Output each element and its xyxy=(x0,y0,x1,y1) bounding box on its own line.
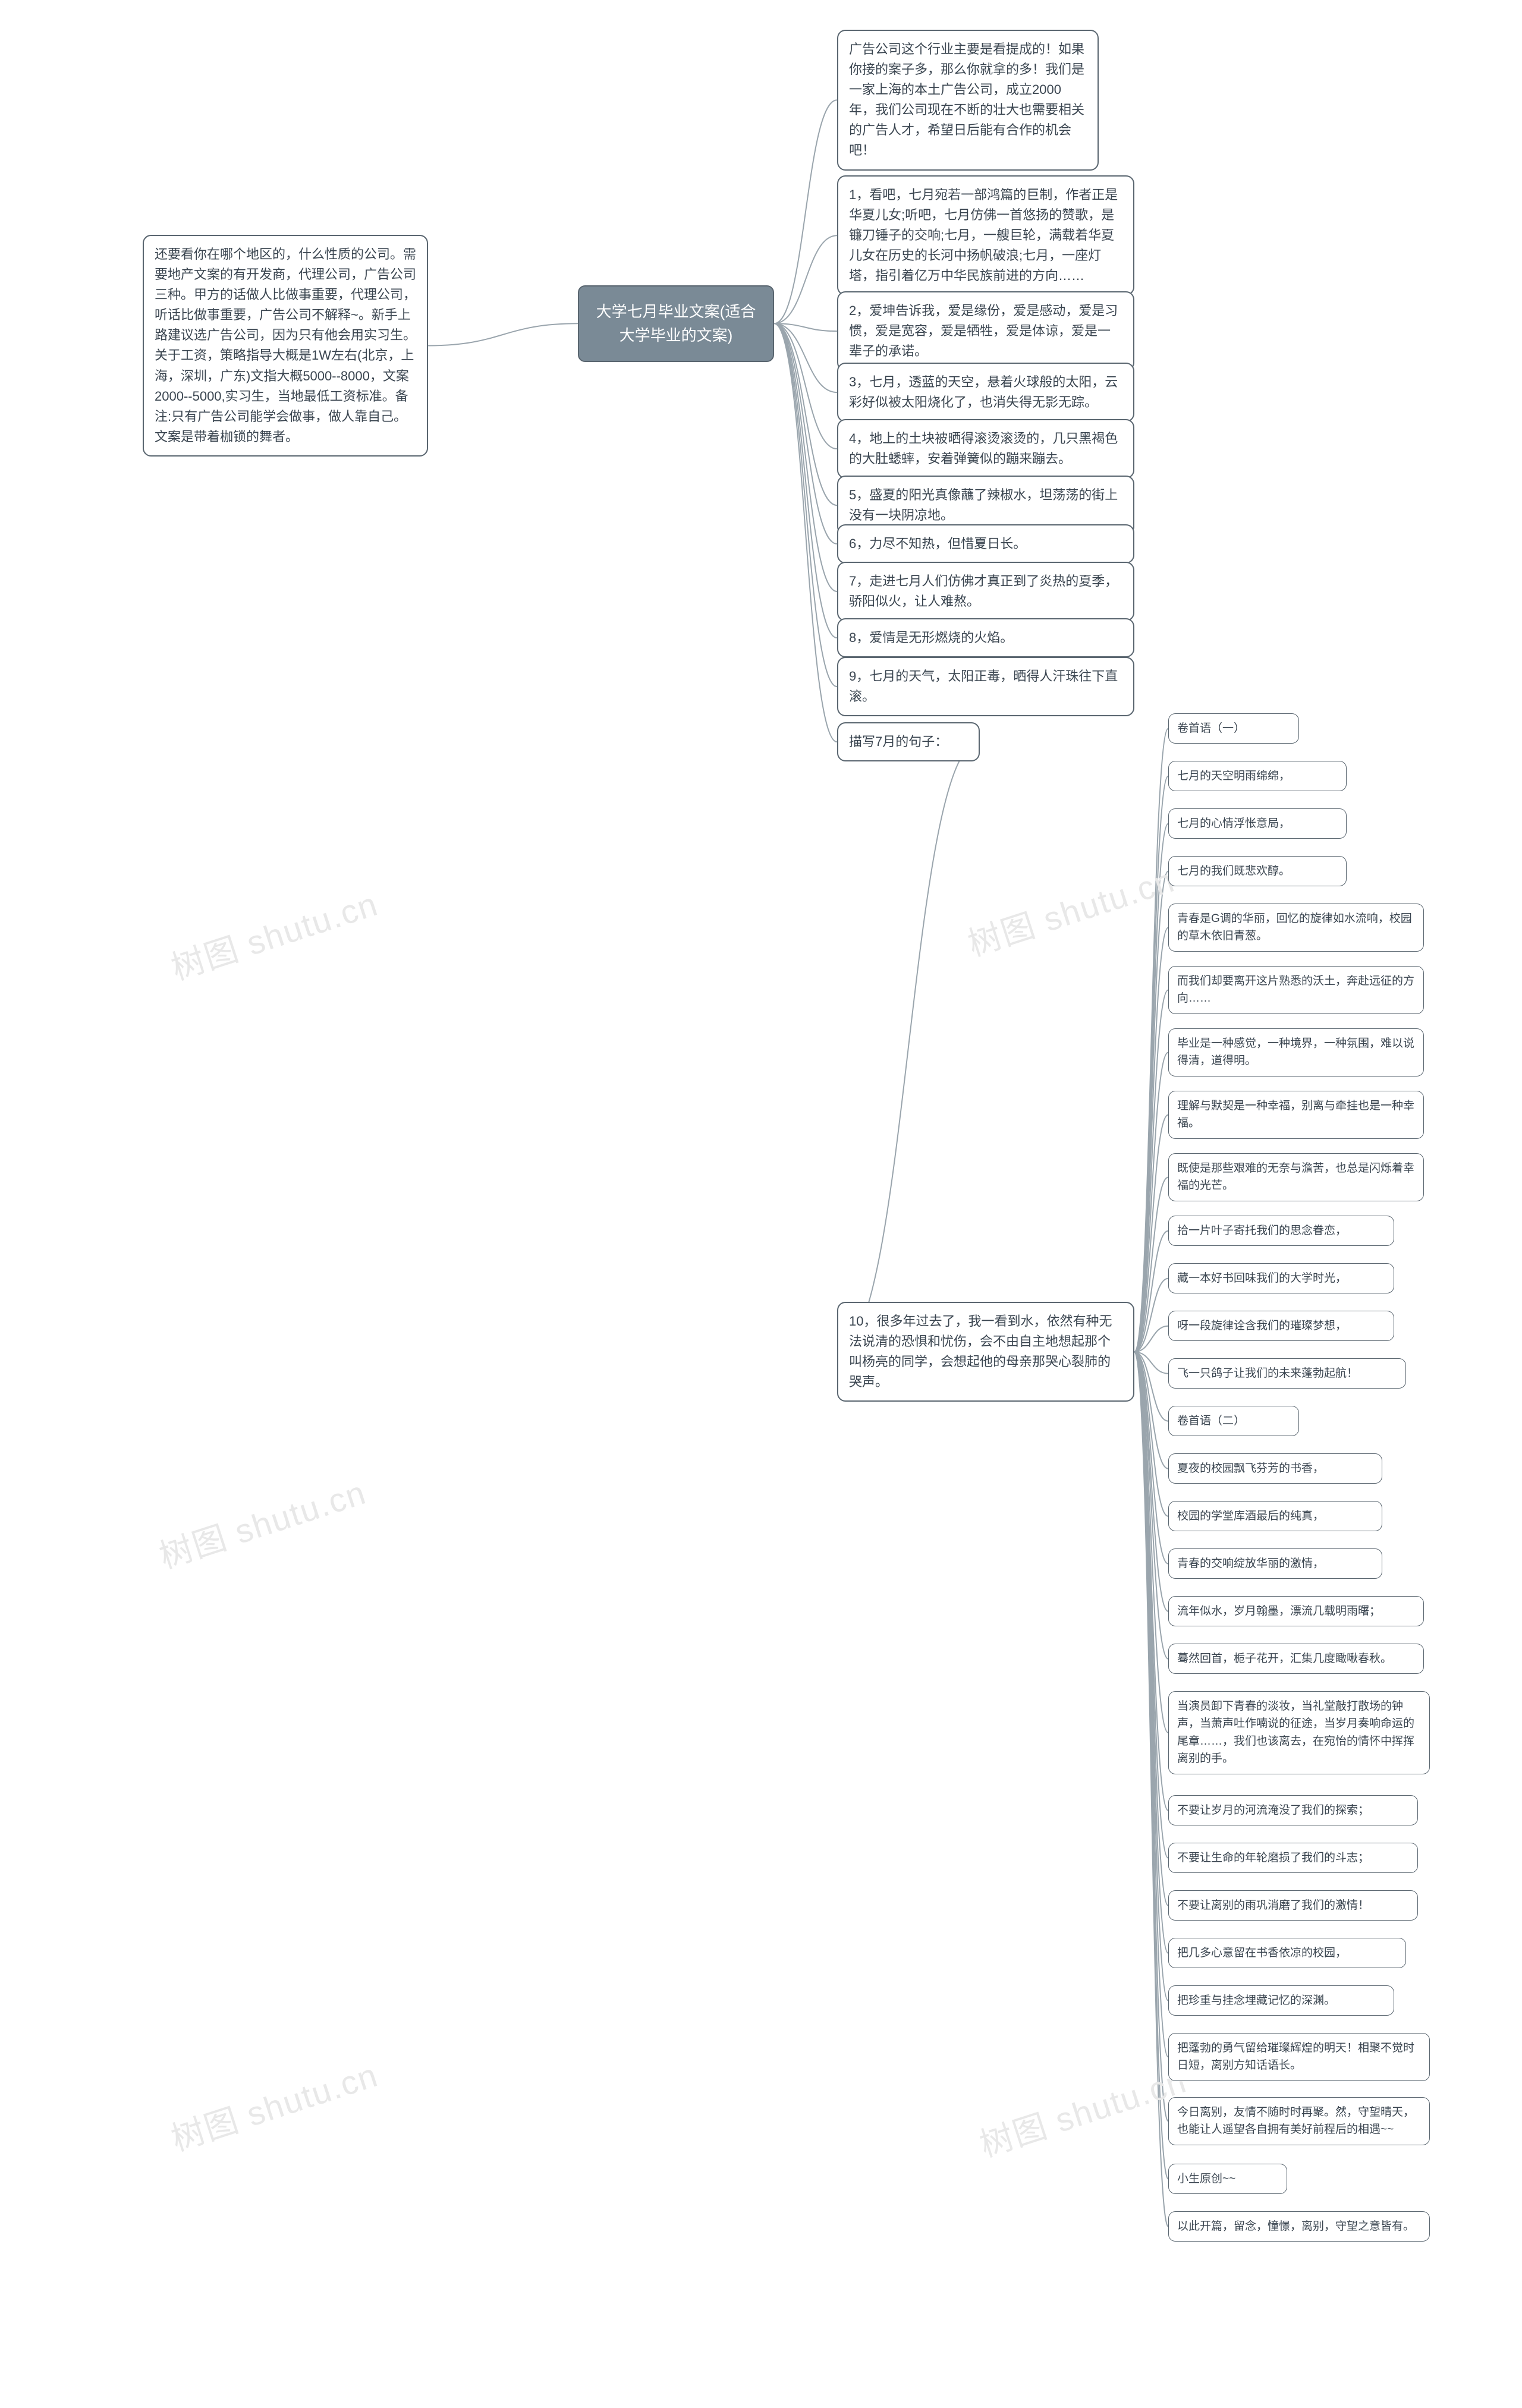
sentence-hub-paragraph: 10，很多年过去了，我一看到水，依然有种无法说清的恐惧和忧伤，会不由自主地想起那… xyxy=(837,1302,1134,1402)
leaf-node: 卷首语（二） xyxy=(1168,1406,1299,1436)
mid-node: 3，七月，透蓝的天空，悬着火球般的太阳，云彩好似被太阳烧化了，也消失得无影无踪。 xyxy=(837,363,1134,422)
leaf-node: 蓦然回首，栀子花开，汇集几度瞰啾春秋。 xyxy=(1168,1644,1424,1674)
mid-node: 4，地上的土块被晒得滚烫滚烫的，几只黑褐色的大肚蟋蟀，安着弹簧似的蹦来蹦去。 xyxy=(837,419,1134,479)
mid-node: 1，看吧，七月宛若一部鸿篇的巨制，作者正是华夏儿女;听吧，七月仿佛一首悠扬的赞歌… xyxy=(837,175,1134,295)
mid-node: 6，力尽不知热，但惜夏日长。 xyxy=(837,524,1134,564)
watermark: 树图 shutu.cn xyxy=(152,1466,372,1578)
leaf-node: 卷首语（一） xyxy=(1168,713,1299,744)
watermark: 树图 shutu.cn xyxy=(973,2054,1192,2167)
leaf-node: 藏一本好书回味我们的大学时光， xyxy=(1168,1263,1394,1293)
leaf-node: 校园的学堂库酒最后的纯真， xyxy=(1168,1501,1382,1531)
leaf-node: 小生原创~~ xyxy=(1168,2164,1287,2194)
leaf-node: 飞一只鸽子让我们的未来蓬勃起航！ xyxy=(1168,1358,1406,1389)
leaf-node: 呀一段旋律诠含我们的璀璨梦想， xyxy=(1168,1311,1394,1341)
leaf-node: 青春的交响绽放华丽的激情， xyxy=(1168,1548,1382,1579)
leaf-node: 把几多心意留在书香依凉的校园， xyxy=(1168,1938,1406,1968)
leaf-node: 七月的心情浮怅意局， xyxy=(1168,808,1347,839)
leaf-node: 青春是G调的华丽，回忆的旋律如水流响，校园的草木依旧青葱。 xyxy=(1168,904,1424,952)
leaf-node: 而我们却要离开这片熟悉的沃土，奔赴远征的方向…… xyxy=(1168,966,1424,1014)
leaf-node: 今日离别，友情不随时时再聚。然，守望晴天，也能让人遥望各自拥有美好前程后的相遇~… xyxy=(1168,2097,1430,2145)
leaf-node: 当演员卸下青春的淡妆，当礼堂敲打散场的钟声，当萧声吐作喃说的征途，当岁月奏响命运… xyxy=(1168,1691,1430,1774)
leaf-node: 毕业是一种感觉，一种境界，一种氛围，难以说得清，道得明。 xyxy=(1168,1028,1424,1076)
leaf-node: 七月的我们既悲欢醇。 xyxy=(1168,856,1347,886)
leaf-node: 流年似水，岁月翰墨，漂流几载明雨曙； xyxy=(1168,1596,1424,1626)
root-node: 大学七月毕业文案(适合大学毕业的文案) xyxy=(578,285,774,362)
mid-node: 8，爱情是无形燃烧的火焰。 xyxy=(837,618,1134,657)
leaf-node: 以此开篇，留念，憧憬，离别，守望之意皆有。 xyxy=(1168,2211,1430,2242)
leaf-node: 拾一片叶子寄托我们的思念眷恋， xyxy=(1168,1216,1394,1246)
leaf-node: 夏夜的校园飘飞芬芳的书香， xyxy=(1168,1453,1382,1484)
leaf-node: 不要让生命的年轮磨损了我们的斗志； xyxy=(1168,1843,1418,1873)
leaf-node: 不要让岁月的河流淹没了我们的探索； xyxy=(1168,1795,1418,1825)
leaf-node: 把珍重与挂念埋藏记忆的深渊。 xyxy=(1168,1985,1394,2016)
watermark: 树图 shutu.cn xyxy=(961,854,1180,966)
top-context-node: 广告公司这个行业主要是看提成的！如果你接的案子多，那么你就拿的多！我们是一家上海… xyxy=(837,30,1099,171)
sentence-hub-node: 描写7月的句子： xyxy=(837,722,980,761)
watermark: 树图 shutu.cn xyxy=(164,877,383,990)
leaf-node: 理解与默契是一种幸福，别离与牵挂也是一种幸福。 xyxy=(1168,1091,1424,1139)
mid-node: 9，七月的天气，太阳正毒，晒得人汗珠往下直滚。 xyxy=(837,657,1134,716)
leaf-node: 七月的天空明雨绵绵， xyxy=(1168,761,1347,791)
mid-node: 2，爱坤告诉我，爱是缘份，爱是感动，爱是习惯，爱是宽容，爱是牺牲，爱是体谅，爱是… xyxy=(837,291,1134,371)
left-context-node: 还要看你在哪个地区的，什么性质的公司。需要地产文案的有开发商，代理公司，广告公司… xyxy=(143,235,428,457)
leaf-node: 不要让离别的雨巩消磨了我们的激情！ xyxy=(1168,1890,1418,1921)
mid-node: 7，走进七月人们仿佛才真正到了炎热的夏季，骄阳似火，让人难熬。 xyxy=(837,562,1134,621)
leaf-node: 既使是那些艰难的无奈与澹苦，也总是闪烁着幸福的光芒。 xyxy=(1168,1153,1424,1201)
leaf-node: 把蓬勃的勇气留给璀璨辉煌的明天！相聚不觉时日短，离别方知话语长。 xyxy=(1168,2033,1430,2081)
watermark: 树图 shutu.cn xyxy=(164,2048,383,2161)
